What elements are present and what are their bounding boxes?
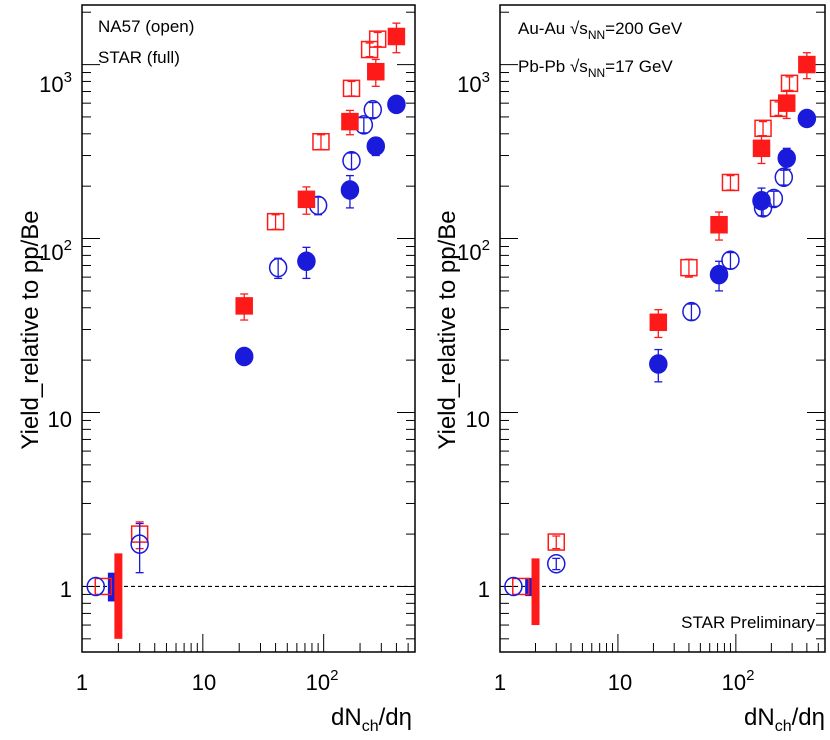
right-red-filled-square-marker xyxy=(649,313,668,332)
right-blue-filled-circle-marker xyxy=(797,108,817,129)
right-red-open-square-marker xyxy=(780,74,799,93)
left-red-filled-square-marker xyxy=(387,27,406,46)
left-blue-filled-circle-marker xyxy=(234,346,254,367)
left-legend-line-2: STAR (full) xyxy=(98,48,180,67)
right-red-syst-bar xyxy=(531,558,540,626)
right-blue-filled-circle-marker xyxy=(709,264,729,285)
left-panel: NA57 (open) STAR (full) 1 10 102 103 1 1… xyxy=(17,4,416,735)
left-blue-open-circle-marker xyxy=(130,534,149,554)
left-blue-filled-circle-marker xyxy=(366,136,386,156)
left-red-open-square-marker xyxy=(342,79,361,98)
left-red-open-square-marker xyxy=(368,30,387,48)
left-x-tick-label-1: 1 xyxy=(76,670,88,695)
right-panel: Au-Au √sNN=200 GeV Pb-Pb √sNN=17 GeV STA… xyxy=(434,4,826,735)
right-blue-open-circle-marker xyxy=(774,167,794,188)
right-y-tick-label-10: 10 xyxy=(466,407,490,432)
left-red-filled-square-marker xyxy=(367,62,385,81)
left-red-filled-square-marker xyxy=(297,190,316,209)
right-x-tick-label-10: 10 xyxy=(608,670,632,695)
left-blue-filled-circle-marker xyxy=(340,180,360,200)
left-y-tick-label-10: 10 xyxy=(48,407,72,432)
left-y-axis-label: Yield_relative to pp/Be xyxy=(17,210,44,449)
right-y-axis-label: Yield_relative to pp/Be xyxy=(434,210,461,449)
right-red-filled-square-marker xyxy=(752,139,771,158)
left-data-marks xyxy=(82,22,415,639)
right-blue-open-circle-marker xyxy=(504,576,523,597)
right-blue-open-circle-marker xyxy=(682,301,701,322)
left-plot-frame xyxy=(81,4,416,653)
right-red-filled-square-marker xyxy=(710,216,728,234)
left-red-open-square-marker xyxy=(94,577,113,596)
left-x-tick-label-10: 10 xyxy=(192,670,216,695)
left-red-open-square-marker xyxy=(312,133,330,151)
left-axis-ticks xyxy=(81,11,415,652)
left-blue-filled-circle-marker xyxy=(297,251,316,272)
right-y-tick-label-1: 1 xyxy=(478,577,490,602)
star-preliminary-label: STAR Preliminary xyxy=(681,613,815,632)
right-red-open-square-marker xyxy=(721,173,740,192)
left-x-tick-label-100: 102 xyxy=(306,667,339,695)
right-blue-filled-circle-marker xyxy=(777,148,796,168)
left-red-filled-square-marker xyxy=(235,297,253,315)
right-blue-open-circle-marker xyxy=(721,250,740,271)
right-red-open-square-marker xyxy=(512,577,530,596)
right-x-tick-label-100: 102 xyxy=(722,667,755,695)
left-blue-open-circle-marker xyxy=(363,99,383,120)
left-legend-line-1: NA57 (open) xyxy=(98,17,194,36)
right-red-open-square-marker xyxy=(547,533,566,551)
right-x-axis-label: dNch/dη xyxy=(744,704,825,735)
left-x-axis-label: dNch/dη xyxy=(331,704,412,735)
right-y-tick-label-100: 102 xyxy=(457,237,490,265)
left-red-syst-bar xyxy=(114,553,123,639)
right-x-tick-label-1: 1 xyxy=(494,670,506,695)
left-red-filled-square-marker xyxy=(341,112,359,131)
left-y-tick-label-1: 1 xyxy=(60,577,72,602)
right-axis-ticks xyxy=(499,11,825,652)
left-y-tick-label-1000: 103 xyxy=(39,69,72,97)
left-red-open-square-marker xyxy=(266,212,285,231)
right-y-tick-label-1000: 103 xyxy=(457,69,490,97)
right-red-filled-square-marker xyxy=(798,55,816,74)
left-blue-filled-circle-marker xyxy=(387,94,406,115)
right-legend-line-2: Pb-Pb √sNN=17 GeV xyxy=(518,57,673,80)
right-red-filled-square-marker xyxy=(777,94,796,112)
right-blue-open-circle-marker xyxy=(547,554,566,574)
left-blue-open-circle-marker xyxy=(86,576,106,597)
right-legend-line-1: Au-Au √sNN=200 GeV xyxy=(518,19,683,42)
right-blue-filled-circle-marker xyxy=(752,190,771,211)
right-plot-frame xyxy=(499,4,826,653)
left-blue-open-circle-marker xyxy=(268,257,288,278)
right-data-marks xyxy=(500,52,825,626)
left-blue-open-circle-marker xyxy=(342,150,361,171)
right-blue-filled-circle-marker xyxy=(649,354,668,374)
left-y-tick-label-100: 102 xyxy=(39,237,72,265)
right-red-open-square-marker xyxy=(680,258,698,277)
